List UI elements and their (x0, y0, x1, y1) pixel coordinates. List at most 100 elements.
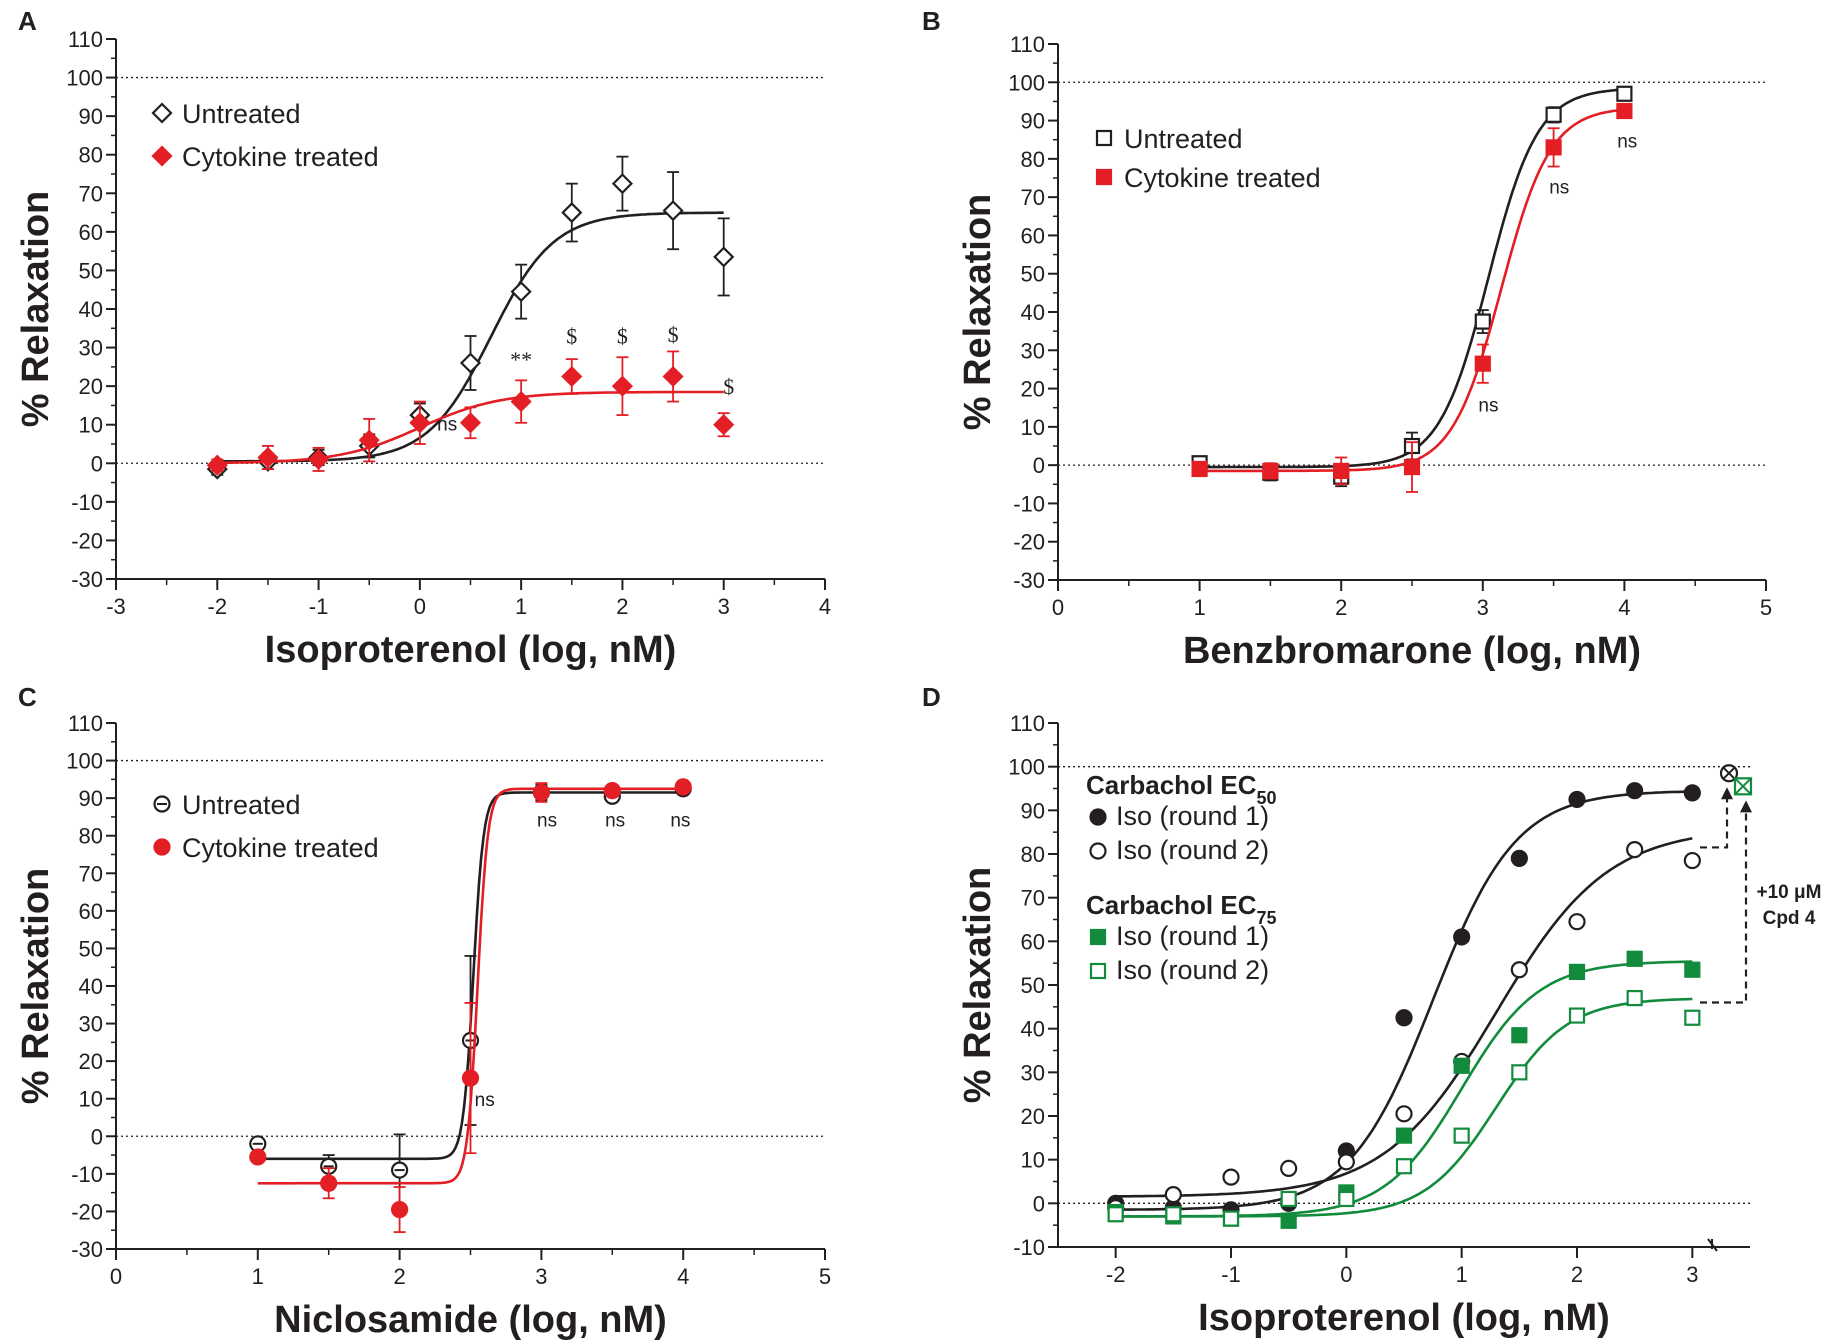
data-point (561, 202, 583, 224)
y-tick-label: 20 (1021, 1104, 1045, 1129)
y-tick-label: 70 (79, 861, 103, 886)
y-tick-label: 50 (79, 258, 103, 283)
y-tick-label: 80 (1021, 147, 1045, 172)
y-tick-label: -10 (1013, 1235, 1045, 1260)
y-tick-label: -10 (71, 1162, 103, 1187)
legend-label: Untreated (1124, 124, 1243, 154)
x-tick-label: -3 (106, 594, 126, 619)
x-tick-label: -2 (1106, 1262, 1126, 1287)
y-tick-label: -30 (71, 1237, 103, 1262)
y-axis-title: % Relaxation (957, 867, 999, 1104)
y-tick-label: 70 (1021, 185, 1045, 210)
y-tick-label: 0 (1033, 453, 1045, 478)
x-tick-label: 1 (515, 594, 527, 619)
annotation: ns (537, 810, 557, 831)
annotation: ns (605, 810, 625, 831)
y-tick-label: 60 (1021, 223, 1045, 248)
data-point (391, 1200, 409, 1219)
data-point (206, 454, 228, 476)
y-tick-label: -10 (71, 490, 103, 515)
data-point (611, 173, 633, 195)
data-point (713, 246, 735, 268)
legend-label: Cytokine treated (1124, 163, 1321, 193)
data-point (1684, 961, 1701, 978)
y-tick-label: -30 (71, 567, 103, 592)
data-point (1280, 1159, 1298, 1178)
data-point (1568, 963, 1586, 981)
x-tick-label: 3 (1477, 595, 1489, 620)
y-tick-label: 90 (79, 786, 103, 811)
x-tick-label: 0 (414, 594, 426, 619)
legend-marker (1089, 842, 1107, 860)
x-tick-label: 0 (1340, 1262, 1352, 1287)
y-tick-label: -20 (71, 528, 103, 553)
data-point (1222, 1168, 1240, 1186)
annotation: ns (1617, 131, 1637, 152)
annotation: ns (1478, 396, 1498, 417)
arrow-ec50 (1700, 798, 1729, 849)
data-point (510, 281, 532, 303)
fit-curve (1115, 960, 1693, 1218)
data-point (1510, 961, 1528, 979)
x-tick-label: 4 (677, 1264, 689, 1289)
x-tick-label: 3 (1686, 1262, 1698, 1287)
y-tick-label: 20 (1021, 377, 1045, 402)
data-point (1626, 782, 1644, 800)
x-tick-label: 5 (1760, 595, 1772, 620)
x-axis-title: Isoproterenol (log, nM) (1198, 1297, 1610, 1339)
y-tick-label: 110 (68, 27, 103, 52)
data-point (1338, 1190, 1355, 1208)
y-tick-label: 40 (79, 974, 103, 999)
data-point (1280, 1212, 1297, 1229)
y-tick-label: 50 (79, 936, 103, 961)
data-point (1107, 1206, 1124, 1223)
legend-marker (153, 838, 171, 856)
data-point (1474, 355, 1491, 372)
data-point (1510, 849, 1528, 867)
data-point (1616, 102, 1633, 120)
y-tick-label: 70 (79, 181, 103, 206)
arrowhead-ec50 (1721, 787, 1733, 800)
data-point (1395, 1127, 1413, 1144)
y-tick-label: -20 (71, 1199, 103, 1224)
x-tick-label: 2 (393, 1264, 405, 1289)
y-tick-label: 30 (1021, 338, 1045, 363)
x-tick-label: 0 (110, 1264, 122, 1289)
legend-subscript: 50 (1257, 788, 1277, 808)
y-tick-label: 20 (79, 374, 103, 399)
data-point (510, 391, 532, 413)
treated-point-x2 (1722, 767, 1736, 780)
x-axis-title: Niclosamide (log, nM) (274, 1299, 667, 1341)
annotation: ns (475, 1090, 495, 1111)
data-point (611, 375, 633, 397)
y-tick-label: 110 (68, 711, 103, 736)
annotation: ns (1549, 177, 1569, 198)
y-tick-label: 100 (1008, 755, 1045, 780)
legend-label: Iso (round 1) (1116, 921, 1269, 951)
annotation: $ (723, 374, 734, 399)
data-point (532, 783, 551, 802)
data-point (1337, 1153, 1355, 1171)
data-point (1474, 313, 1491, 330)
annotation: $ (617, 324, 628, 349)
data-point (1395, 1105, 1413, 1123)
data-point (1683, 784, 1701, 802)
panel-b: B -30 -20 -10 0 10 20 30 40 50 60 70 80 90 100 110 0 1 2 3 4… (922, 6, 1772, 672)
data-point (1626, 950, 1643, 967)
annotation: ** (510, 347, 532, 372)
x-tick-label: -1 (309, 594, 329, 619)
legend-label: Cytokine treated (182, 833, 379, 863)
data-point (1191, 460, 1208, 478)
data-point (358, 429, 380, 451)
annotation: $ (566, 324, 577, 349)
x-axis-title: Benzbromarone (log, nM) (1183, 630, 1641, 672)
legend-marker (151, 102, 173, 124)
data-point (459, 412, 482, 434)
data-point (662, 365, 684, 388)
data-point (662, 200, 684, 222)
x-tick-label: 4 (819, 594, 831, 619)
x-axis-title: Isoproterenol (log, nM) (265, 629, 677, 671)
y-tick-label: 40 (1021, 300, 1045, 325)
y-tick-label: 100 (66, 66, 103, 91)
